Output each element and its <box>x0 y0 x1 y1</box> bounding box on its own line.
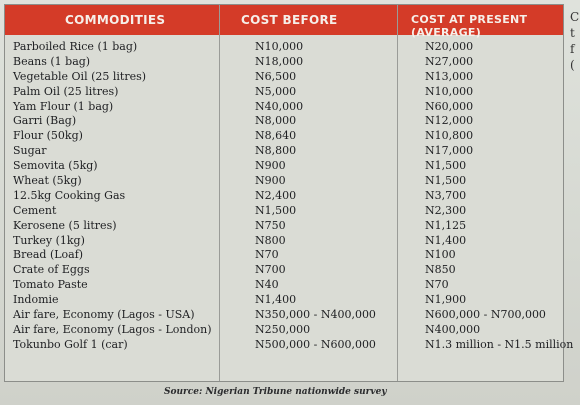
commodity-cell: Turkey (1kg) <box>13 233 85 247</box>
commodity-cell: 12.5kg Cooking Gas <box>13 188 126 202</box>
commodity-cell: Yam Flour (1 bag) <box>13 99 114 113</box>
header-commodities: COMMODITIES <box>65 13 166 27</box>
commodity-cell: Air fare, Economy (Lagos - USA) <box>13 308 195 322</box>
table-row: Tomato Paste N40 N70 <box>5 277 563 292</box>
cost-before-cell: N10,000 <box>255 40 304 53</box>
cost-before-cell: N8,640 <box>255 129 297 143</box>
table-row: Wheat (5kg) N900 N1,500 <box>5 173 563 188</box>
edge-letter: t <box>570 26 575 40</box>
cost-present-cell: N10,800 <box>425 129 474 143</box>
table-row: Garri (Bag) N8,000 N12,000 <box>5 113 563 128</box>
edge-letter: C <box>570 10 580 24</box>
commodity-cell: Indomie <box>13 293 59 307</box>
column-divider <box>397 5 398 381</box>
cost-present-cell: N1.3 million - N1.5 million <box>425 337 574 351</box>
cost-present-cell: N1,125 <box>425 218 467 232</box>
cost-present-cell: N27,000 <box>425 54 474 68</box>
table-row: Indomie N1,400 N1,900 <box>5 292 563 307</box>
table-row: Bread (Loaf) N70 N100 <box>5 247 563 262</box>
commodity-cell: Cement <box>13 203 57 217</box>
cost-present-cell: N1,900 <box>425 293 467 307</box>
cost-before-cell: N250,000 <box>255 322 311 336</box>
cost-before-cell: N1,500 <box>255 203 297 217</box>
cost-present-cell: N100 <box>425 248 456 262</box>
table-row: Turkey (1kg) N800 N1,400 <box>5 233 563 248</box>
cost-before-cell: N700 <box>255 263 286 277</box>
commodity-cell: Sugar <box>13 144 47 158</box>
column-divider <box>219 5 220 381</box>
table-row: Beans (1 bag) N18,000 N27,000 <box>5 54 563 69</box>
cost-before-cell: N750 <box>255 218 286 232</box>
commodity-cell: Bread (Loaf) <box>13 248 84 262</box>
cost-present-cell: N60,000 <box>425 99 474 113</box>
table-row: Flour (50kg) N8,640 N10,800 <box>5 128 563 143</box>
commodity-cell: Wheat (5kg) <box>13 174 82 188</box>
header-cost-before: COST BEFORE <box>241 13 338 27</box>
table-row: Vegetable Oil (25 litres) N6,500 N13,000 <box>5 69 563 84</box>
table-row: Kerosene (5 litres) N750 N1,125 <box>5 218 563 233</box>
commodity-cell: Kerosene (5 litres) <box>13 218 117 232</box>
commodity-cell: Parboiled Rice (1 bag) <box>13 40 138 53</box>
table-row: Parboiled Rice (1 bag) N10,000 N20,000 <box>5 39 563 54</box>
cost-before-cell: N900 <box>255 174 286 188</box>
table-row: Crate of Eggs N700 N850 <box>5 262 563 277</box>
cost-present-cell: N2,300 <box>425 203 467 217</box>
source-caption: Source: Nigerian Tribune nationwide surv… <box>164 387 387 397</box>
cost-before-cell: N70 <box>255 248 279 262</box>
cost-before-cell: N40,000 <box>255 99 304 113</box>
cost-present-cell: N20,000 <box>425 40 474 53</box>
table-row: Tokunbo Golf 1 (car) N500,000 - N600,000 N… <box>5 337 573 352</box>
table-row: Sugar N8,800 N17,000 <box>5 143 563 158</box>
cost-before-cell: N8,000 <box>255 114 297 128</box>
commodity-cell: Tomato Paste <box>13 278 88 292</box>
cost-before-cell: N2,400 <box>255 188 297 202</box>
cost-present-cell: N1,500 <box>425 174 467 188</box>
table-row: Air fare, Economy (Lagos - USA) N350,000 … <box>5 307 563 322</box>
cost-before-cell: N5,000 <box>255 84 297 98</box>
commodity-cell: Tokunbo Golf 1 (car) <box>13 337 128 351</box>
table-body: Parboiled Rice (1 bag) N10,000 N20,000 Bean… <box>5 39 573 352</box>
cost-present-cell: N850 <box>425 263 456 277</box>
table-header: COMMODITIES COST BEFORE COST AT PRESENT … <box>5 5 563 39</box>
cost-before-cell: N900 <box>255 159 286 173</box>
table-row: 12.5kg Cooking Gas N2,400 N3,700 <box>5 188 563 203</box>
table-row: Semovita (5kg) N900 N1,500 <box>5 158 563 173</box>
cost-before-cell: N40 <box>255 278 279 292</box>
cost-before-cell: N1,400 <box>255 293 297 307</box>
cost-before-cell: N500,000 - N600,000 <box>255 337 376 351</box>
cost-present-cell: N3,700 <box>425 188 467 202</box>
table-row: Palm Oil (25 litres) N5,000 N10,000 <box>5 84 563 99</box>
table-row: Cement N1,500 N2,300 <box>5 203 563 218</box>
commodity-cell: Flour (50kg) <box>13 129 83 143</box>
commodity-price-table: COMMODITIES COST BEFORE COST AT PRESENT … <box>4 4 573 382</box>
header-cost-present: COST AT PRESENT (AVERAGE) <box>411 13 528 39</box>
cost-present-cell: N70 <box>425 278 449 292</box>
cost-present-cell: N13,000 <box>425 69 474 83</box>
cost-present-cell: N12,000 <box>425 114 474 128</box>
cost-present-cell: N1,500 <box>425 159 467 173</box>
cost-present-cell: N400,000 <box>425 322 481 336</box>
cost-before-cell: N8,800 <box>255 144 297 158</box>
commodity-cell: Garri (Bag) <box>13 114 77 128</box>
edge-letter: ( <box>570 58 575 72</box>
cost-present-cell: N17,000 <box>425 144 474 158</box>
cost-before-cell: N6,500 <box>255 69 297 83</box>
cost-present-cell: N600,000 - N700,000 <box>425 308 546 322</box>
commodity-cell: Crate of Eggs <box>13 263 90 277</box>
commodity-cell: Semovita (5kg) <box>13 159 98 173</box>
commodity-cell: Air fare, Economy (Lagos - London) <box>13 322 212 336</box>
edge-letter: f <box>570 42 575 56</box>
commodity-cell: Vegetable Oil (25 litres) <box>13 69 147 83</box>
commodity-cell: Palm Oil (25 litres) <box>13 84 119 98</box>
cost-before-cell: N350,000 - N400,000 <box>255 308 376 322</box>
commodity-cell: Beans (1 bag) <box>13 54 91 68</box>
cost-before-cell: N18,000 <box>255 54 304 68</box>
cost-present-cell: N1,400 <box>425 233 467 247</box>
table-row: Air fare, Economy (Lagos - London) N250,0… <box>5 322 563 337</box>
table-row: Yam Flour (1 bag) N40,000 N60,000 <box>5 99 563 114</box>
cost-before-cell: N800 <box>255 233 286 247</box>
cost-present-cell: N10,000 <box>425 84 474 98</box>
